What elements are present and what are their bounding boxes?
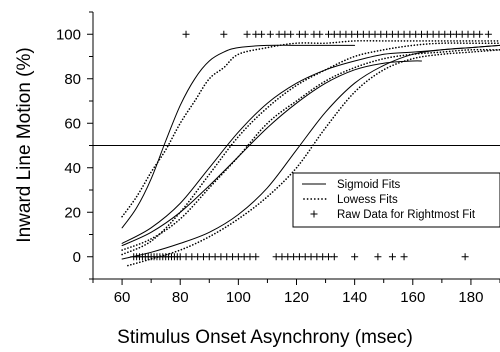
raw-data-point-100 — [484, 30, 492, 38]
x-tick-label: 160 — [400, 289, 425, 306]
plot-area — [93, 30, 500, 267]
legend-dot — [317, 198, 320, 200]
raw-data-point-100 — [301, 30, 309, 38]
x-tick-label: 100 — [226, 289, 251, 306]
legend-box — [292, 172, 500, 228]
raw-data-point-100 — [220, 30, 228, 38]
legend-dots-swatch — [303, 198, 327, 200]
raw-data-point-0 — [330, 253, 338, 261]
raw-data-point-0 — [400, 253, 408, 261]
raw-data-point-100 — [287, 30, 295, 38]
y-tick-label: 0 — [73, 249, 81, 266]
lowess-fit-line-4 — [121, 39, 500, 218]
raw-data-point-100 — [258, 30, 266, 38]
y-tick-label: 80 — [64, 71, 81, 88]
legend-dot — [321, 198, 323, 200]
x-axis-title: Stimulus Onset Asynchrony (msec) — [117, 327, 413, 348]
raw-data-point-100 — [182, 30, 190, 38]
y-tick-label: 60 — [64, 115, 81, 132]
legend-dot — [324, 198, 327, 200]
raw-data-point-0 — [461, 253, 469, 261]
y-tick-label: 100 — [56, 26, 81, 43]
lowess-fit-line-5 — [121, 42, 500, 256]
sigmoid-fit-line-2 — [121, 60, 422, 247]
x-tick-label: 140 — [342, 289, 367, 306]
legend-dot — [313, 198, 316, 200]
lowess-fit-line-6 — [121, 48, 500, 251]
y-tick-label: 40 — [64, 160, 81, 177]
legend-label-lowess: Lowess Fits — [337, 194, 398, 206]
raw-data-point-100 — [316, 30, 324, 38]
x-tick-label: 180 — [458, 289, 483, 306]
raw-data-point-100 — [243, 30, 251, 38]
x-tick-label: 120 — [284, 289, 309, 306]
legend: Sigmoid Fits Lowess Fits Raw Data for Ri… — [292, 172, 500, 228]
raw-data-point-0 — [388, 253, 396, 261]
legend-label-raw: Raw Data for Rightmost Fit — [337, 209, 476, 221]
legend-dot — [310, 198, 313, 200]
raw-data-point-100 — [476, 30, 484, 38]
x-tick-label: 80 — [172, 289, 189, 306]
lowess-fit-line-7 — [127, 49, 500, 267]
legend-dot — [303, 198, 305, 200]
x-tick-label: 60 — [114, 289, 131, 306]
y-tick-label: 20 — [64, 204, 81, 221]
legend-label-sigmoid: Sigmoid Fits — [337, 179, 401, 191]
raw-data-point-0 — [351, 253, 359, 261]
raw-data-point-0 — [252, 253, 260, 261]
legend-plus-marker — [310, 210, 318, 218]
legend-dot — [306, 198, 309, 200]
y-axis-title: Inward Line Motion (%) — [14, 47, 35, 242]
raw-data-point-0 — [374, 253, 382, 261]
axes: 60 80 100 120 140 160 180 0 20 40 60 80 100 — [56, 11, 500, 306]
raw-data-point-100 — [266, 30, 274, 38]
legend-plus-swatch — [310, 210, 318, 218]
sigmoid-fit-line-3 — [121, 44, 500, 260]
sigmoid-fit-line-0 — [121, 44, 356, 229]
